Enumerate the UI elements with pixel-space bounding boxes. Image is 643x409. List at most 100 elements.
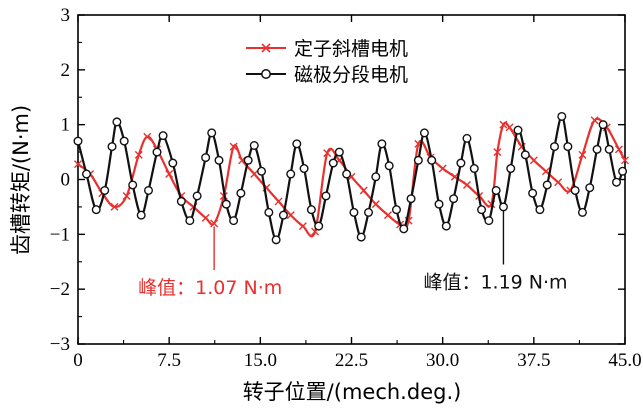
data-point-x-marker xyxy=(371,200,380,209)
data-point-circle-marker xyxy=(618,166,628,176)
data-point-circle-marker xyxy=(176,196,186,206)
data-point-circle-marker xyxy=(592,144,602,154)
data-point-circle-marker xyxy=(221,199,231,209)
data-point-circle-marker xyxy=(342,169,352,179)
data-point-circle-marker xyxy=(506,164,516,174)
series-slot-skew xyxy=(74,116,629,238)
data-point-circle-marker xyxy=(249,141,259,151)
data-point-x-marker xyxy=(134,150,143,159)
data-point-x-marker xyxy=(122,191,131,200)
data-point-circle-marker xyxy=(257,166,267,176)
data-point-circle-marker xyxy=(292,139,302,149)
x-tick-label: 22.5 xyxy=(335,350,368,371)
data-point-circle-marker xyxy=(192,191,202,201)
x-tick-label: 30.0 xyxy=(426,350,459,371)
data-point-circle-marker xyxy=(321,191,331,201)
data-point-x-marker xyxy=(541,167,550,176)
data-point-x-marker xyxy=(499,120,508,129)
data-point-circle-marker xyxy=(462,133,472,143)
data-point-circle-marker xyxy=(391,205,401,215)
data-point-circle-marker xyxy=(549,142,559,152)
data-point-circle-marker xyxy=(484,216,494,226)
peak-annotation: 峰值：1.19 N·m xyxy=(423,209,568,293)
data-point-circle-marker xyxy=(570,185,580,195)
data-point-x-marker xyxy=(250,170,259,179)
legend-label-pole-segment: 磁极分段电机 xyxy=(294,64,408,86)
x-axis: 0 7.5 15.0 22.5 30.0 37.5 45.0 xyxy=(73,15,642,371)
data-point-circle-marker xyxy=(563,142,573,152)
data-point-circle-marker xyxy=(557,111,567,121)
data-point-circle-marker xyxy=(585,183,595,193)
data-point-circle-marker xyxy=(384,161,394,171)
data-point-circle-marker xyxy=(201,153,211,163)
data-point-x-marker xyxy=(323,149,332,158)
data-point-circle-marker xyxy=(112,117,122,127)
peak-annotation-label: 峰值：1.07 N·m xyxy=(138,277,282,299)
y-tick-label: −1 xyxy=(50,224,70,245)
data-point-circle-marker xyxy=(119,136,129,146)
data-point-circle-marker xyxy=(136,210,146,220)
data-point-x-marker xyxy=(493,148,502,157)
peak-annotation: 峰值：1.07 N·m xyxy=(138,226,282,299)
data-point-circle-marker xyxy=(604,144,614,154)
data-point-circle-marker xyxy=(469,164,479,174)
data-point-circle-marker xyxy=(91,205,101,215)
data-point-circle-marker xyxy=(100,185,110,195)
x-tick-label: 37.5 xyxy=(517,350,550,371)
data-point-circle-marker xyxy=(168,158,178,168)
y-tick-label: 1 xyxy=(61,115,71,136)
x-tick-label: 7.5 xyxy=(157,350,181,371)
data-point-circle-marker xyxy=(399,224,409,234)
x-tick-label: 0 xyxy=(73,350,83,371)
series-layer xyxy=(73,111,629,245)
data-point-circle-marker xyxy=(243,155,253,165)
data-point-circle-marker xyxy=(427,155,437,165)
data-point-circle-marker xyxy=(406,194,416,204)
data-point-circle-marker xyxy=(449,194,459,204)
data-point-circle-marker xyxy=(542,180,552,190)
y-tick-label: 2 xyxy=(61,60,71,81)
data-point-circle-marker xyxy=(82,169,92,179)
data-point-circle-marker xyxy=(513,125,523,135)
peak-annotation-label: 峰值：1.19 N·m xyxy=(423,271,567,293)
data-point-circle-marker xyxy=(364,207,374,217)
data-point-x-marker xyxy=(143,132,152,141)
data-point-circle-marker xyxy=(128,180,138,190)
data-point-circle-marker xyxy=(491,185,501,195)
data-point-x-marker xyxy=(274,197,283,206)
legend-marker-circle xyxy=(261,69,271,79)
data-point-circle-marker xyxy=(349,207,359,217)
annotation-layer: 峰值：1.07 N·m 峰值：1.19 N·m xyxy=(138,209,568,299)
y-tick-label: 0 xyxy=(61,170,71,191)
x-axis-label: 转子位置/(mech.deg.) xyxy=(243,380,462,404)
data-point-x-marker xyxy=(383,211,392,220)
y-tick-label: −2 xyxy=(50,279,70,300)
data-point-circle-marker xyxy=(144,185,154,195)
data-point-circle-marker xyxy=(334,147,344,157)
data-point-circle-marker xyxy=(185,216,195,226)
data-point-circle-marker xyxy=(598,120,608,130)
series-line xyxy=(76,115,624,241)
data-point-circle-marker xyxy=(229,216,239,226)
data-point-circle-marker xyxy=(73,136,83,146)
data-point-circle-marker xyxy=(371,172,381,182)
data-point-circle-marker xyxy=(441,221,451,231)
data-point-x-marker xyxy=(554,178,563,187)
data-point-circle-marker xyxy=(271,235,281,245)
data-point-x-marker xyxy=(74,160,82,169)
x-tick-label: 45.0 xyxy=(608,350,641,371)
data-point-circle-marker xyxy=(236,188,246,198)
data-point-x-marker xyxy=(462,180,471,189)
data-point-circle-marker xyxy=(152,147,162,157)
legend: 定子斜槽电机 磁极分段电机 xyxy=(246,38,408,86)
data-point-circle-marker xyxy=(520,150,530,160)
data-point-circle-marker xyxy=(286,169,296,179)
data-point-x-marker xyxy=(201,213,210,222)
data-point-circle-marker xyxy=(419,128,429,138)
data-point-circle-marker xyxy=(456,158,466,168)
y-tick-label: −3 xyxy=(50,334,70,355)
data-point-circle-marker xyxy=(306,205,316,215)
data-point-circle-marker xyxy=(356,232,366,242)
data-point-circle-marker xyxy=(328,158,338,168)
